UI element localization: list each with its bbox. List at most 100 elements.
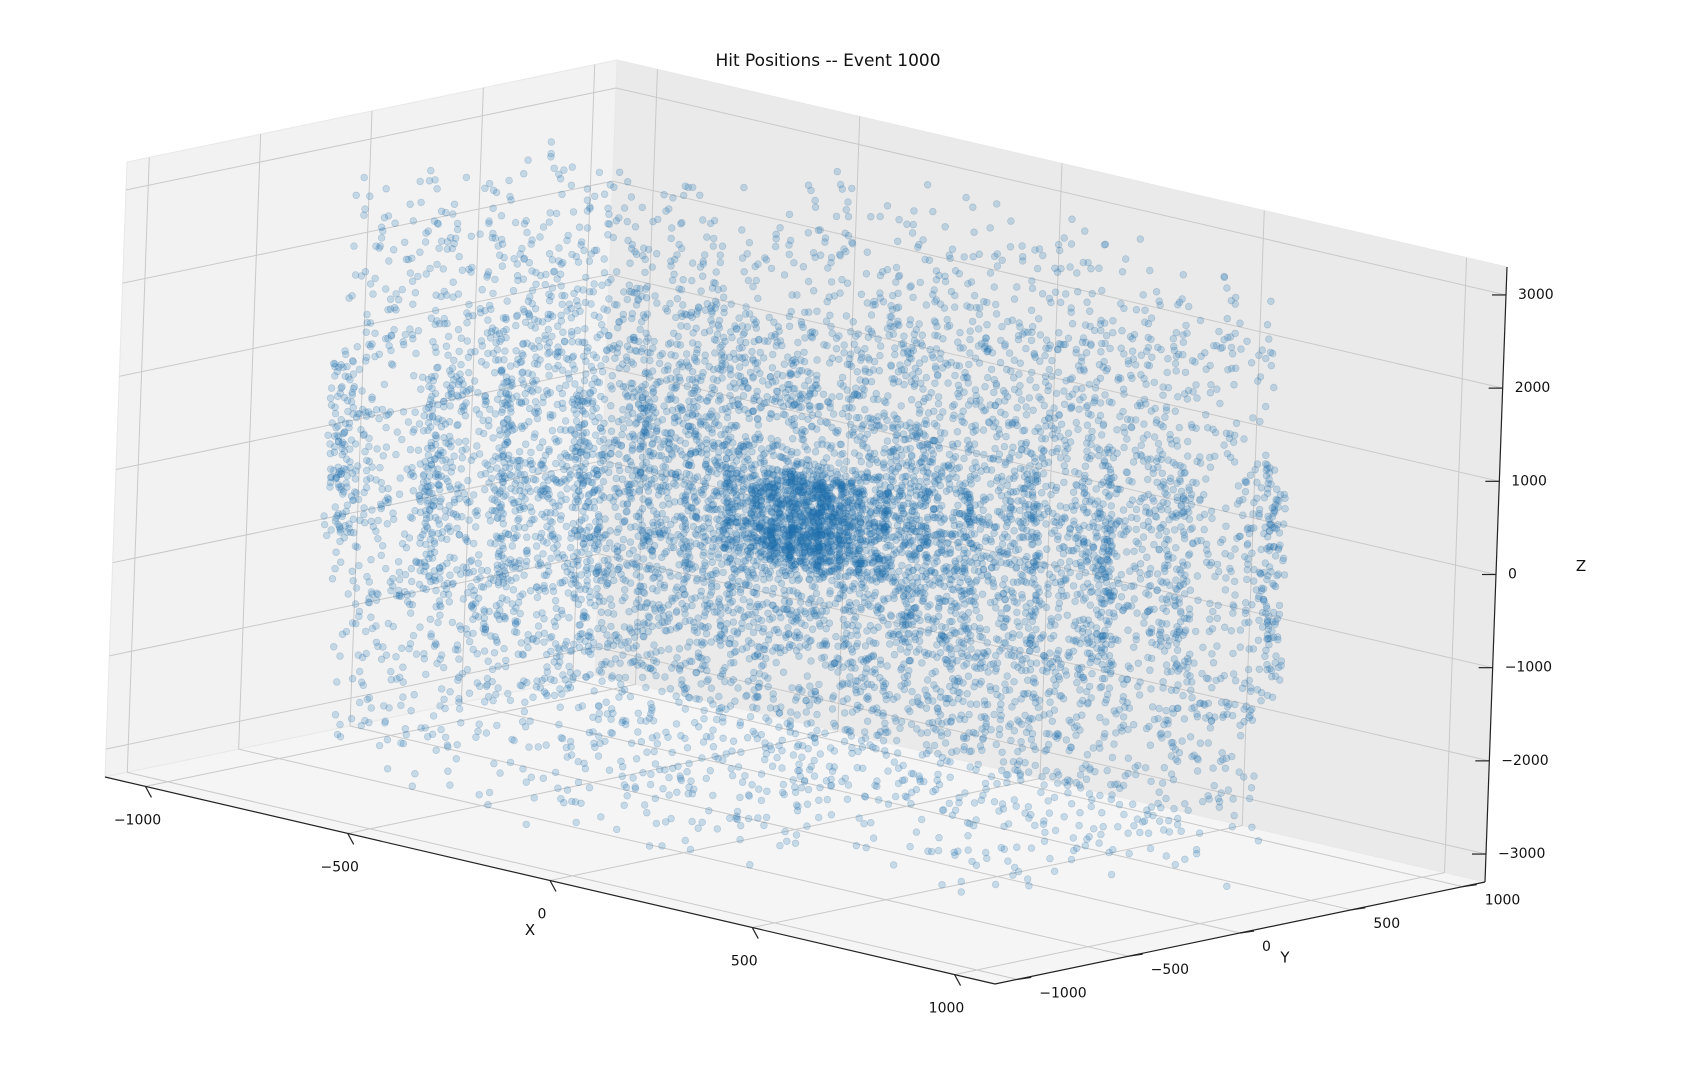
scatter-point — [600, 444, 608, 452]
scatter-point — [804, 490, 812, 498]
scatter-point — [812, 544, 820, 553]
scatter-point — [819, 495, 827, 503]
scatter-point — [608, 570, 616, 578]
scatter-point — [808, 486, 817, 494]
scatter-point — [583, 570, 592, 578]
scatter-point — [982, 625, 991, 634]
scatter-point — [796, 527, 804, 535]
scatter-point — [788, 561, 796, 570]
scatter-point — [1176, 462, 1184, 470]
scatter-point — [910, 544, 919, 552]
scatter-point — [832, 478, 840, 487]
scatter-point — [633, 553, 641, 561]
scatter-point — [990, 582, 998, 591]
scatter-point — [584, 439, 592, 447]
scatter-point — [806, 523, 814, 531]
scatter-point — [764, 505, 773, 513]
scatter-point — [793, 557, 801, 565]
scatter-point — [1000, 442, 1009, 451]
scatter-point — [1033, 551, 1042, 560]
scatter-point — [1088, 587, 1096, 596]
scatter-point — [1083, 558, 1092, 566]
scatter-point — [768, 481, 777, 489]
scatter-point — [894, 631, 903, 639]
scatter-point — [897, 451, 906, 460]
scatter-point — [893, 521, 902, 529]
scatter-point — [964, 672, 973, 680]
gridline-z — [125, 87, 617, 191]
scatter-point — [675, 644, 684, 653]
scatter-point — [1086, 601, 1095, 609]
scatter-point — [809, 550, 817, 558]
scatter-point — [803, 672, 811, 680]
scatter-point — [867, 538, 876, 546]
scatter-point — [846, 673, 854, 681]
scatter-point — [800, 509, 809, 518]
scatter-point — [1026, 462, 1034, 470]
scatter-point — [818, 485, 826, 494]
scatter-point — [805, 534, 813, 542]
scatter-point — [816, 556, 824, 565]
scatter-point — [1015, 622, 1023, 631]
scatter-point — [1143, 571, 1152, 579]
scatter-point — [1002, 522, 1011, 530]
scatter-point — [761, 449, 769, 458]
scatter-point — [1010, 527, 1018, 535]
scatter-point — [1055, 599, 1064, 607]
scatter-point — [826, 491, 834, 500]
scatter-point — [792, 505, 800, 513]
scatter-point — [818, 478, 826, 486]
scatter-point — [963, 549, 971, 557]
scatter-point — [980, 450, 988, 459]
scatter-point — [876, 480, 884, 488]
scatter-point — [818, 491, 826, 500]
scatter-point — [428, 528, 436, 537]
scatter-point — [1054, 613, 1062, 621]
scatter-point — [665, 568, 674, 576]
scatter-point — [848, 508, 856, 516]
scatter-point — [916, 477, 924, 486]
scatter-point — [732, 491, 741, 499]
scatter-point — [331, 564, 339, 573]
scatter-point — [951, 453, 960, 461]
scatter-point — [768, 499, 776, 507]
scatter-point — [467, 556, 476, 564]
scatter-point — [653, 562, 661, 571]
scatter-point — [827, 512, 835, 521]
scatter-point — [805, 487, 813, 495]
scatter-point — [1010, 597, 1018, 606]
scatter-point — [951, 609, 960, 617]
scatter-point — [764, 546, 773, 554]
scatter-point — [767, 524, 775, 533]
scatter-point — [607, 415, 616, 423]
scatter-point — [1028, 491, 1037, 499]
scatter-point — [823, 488, 831, 496]
scatter-point — [797, 512, 805, 520]
scatter-point — [1084, 639, 1092, 648]
scatter-point — [800, 548, 808, 557]
scatter-point — [800, 547, 809, 555]
scatter-point — [606, 461, 614, 469]
scatter-point — [810, 525, 819, 534]
scatter-point — [676, 473, 685, 481]
scatter-point — [776, 554, 785, 563]
scatter-point — [1015, 517, 1023, 525]
scatter-point — [929, 505, 937, 513]
scatter-point — [576, 525, 584, 534]
scatter-point — [837, 451, 845, 459]
scatter-point — [817, 528, 826, 536]
scatter-point — [796, 508, 804, 516]
scatter-point — [759, 535, 768, 544]
scatter-point — [818, 493, 826, 501]
scatter-point — [816, 512, 824, 521]
scatter-point — [853, 529, 862, 538]
scatter-point — [843, 497, 851, 505]
scatter-point — [531, 476, 540, 484]
scatter-point — [772, 658, 780, 667]
scatter-point — [814, 511, 823, 520]
scatter-point — [884, 520, 892, 529]
scatter-point — [814, 557, 823, 565]
scatter-point — [807, 657, 815, 665]
scatter-point — [1103, 529, 1111, 537]
scatter-point — [934, 400, 943, 408]
